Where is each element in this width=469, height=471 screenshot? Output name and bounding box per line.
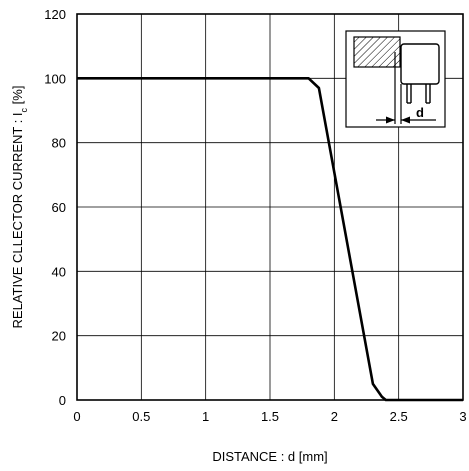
y-tick-label: 120	[44, 7, 66, 22]
sensor-distance-diagram-icon: d	[345, 30, 446, 128]
sensor-body	[400, 43, 440, 85]
x-tick-label: 2	[331, 409, 338, 424]
y-axis-title-prefix: RELATIVE CLLECTOR CURRENT : I	[10, 112, 25, 328]
y-tick-label: 60	[52, 200, 66, 215]
y-tick-label: 80	[52, 136, 66, 151]
object-block	[353, 36, 401, 68]
x-tick-label: 0	[73, 409, 80, 424]
x-tick-labels: 0 0.5 1 1.5 2 2.5 3	[73, 409, 466, 424]
y-axis-title: RELATIVE CLLECTOR CURRENT : Ic [%]	[10, 86, 29, 329]
x-axis-title: DISTANCE : d [mm]	[212, 449, 327, 464]
y-tick-label: 100	[44, 71, 66, 86]
y-axis-title-subscript: c	[19, 107, 29, 112]
y-tick-label: 40	[52, 264, 66, 279]
y-tick-labels: 0 20 40 60 80 100 120	[44, 7, 66, 408]
y-axis-title-suffix: [%]	[10, 86, 25, 108]
x-tick-label: 2.5	[390, 409, 408, 424]
plot-frame	[76, 13, 464, 401]
y-tick-label: 0	[59, 393, 66, 408]
y-tick-label: 20	[52, 329, 66, 344]
x-tick-label: 1	[202, 409, 209, 424]
x-tick-label: 0.5	[132, 409, 150, 424]
x-tick-label: 3	[459, 409, 466, 424]
x-tick-label: 1.5	[261, 409, 279, 424]
inset-d-label: d	[416, 105, 424, 120]
